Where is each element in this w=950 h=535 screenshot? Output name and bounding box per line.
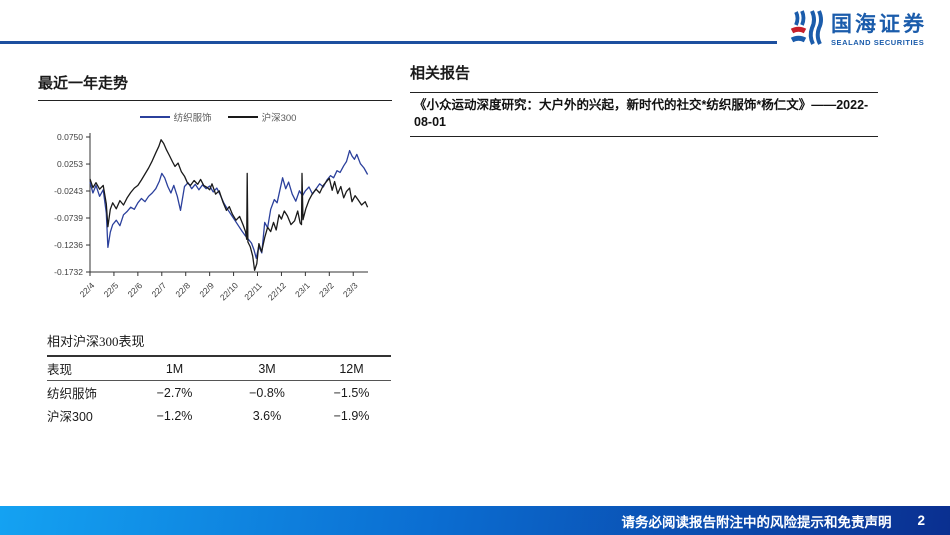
- x-axis-tick-label: 22/11: [242, 280, 264, 302]
- table-header-row: 表现 1M 3M 12M: [47, 357, 391, 381]
- x-axis-tick-label: 23/2: [317, 280, 336, 299]
- x-axis-tick-label: 22/7: [149, 280, 168, 299]
- legend-swatch-csi300: [227, 115, 258, 118]
- y-axis-tick-label: 0.0750: [57, 132, 83, 142]
- page-number: 2: [917, 513, 925, 528]
- table-title: 相对沪深300表现: [47, 331, 391, 357]
- chart-axes: [89, 133, 368, 273]
- x-axis-tick-label: 23/3: [341, 280, 360, 299]
- footer-disclaimer: 请务必阅读报告附注中的风险提示和免责声明: [621, 514, 892, 530]
- trend-chart: 纺织服饰 沪深300 0.0750 0.0253 -0.0243 -0.0739 -0.…: [30, 109, 392, 309]
- x-axis-tick-label: 22/4: [78, 280, 97, 299]
- sealand-logo-icon: [790, 10, 824, 51]
- chart-legend: 纺织服饰 沪深300: [30, 109, 392, 124]
- table-cell: −1.5%: [333, 385, 370, 400]
- trend-section-title: 最近一年走势: [38, 72, 392, 101]
- table-cell: −2.7%: [156, 385, 193, 400]
- relative-performance-table: 相对沪深300表现 表现 1M 3M 12M 纺织服饰 −2.7% −0.8% …: [47, 331, 391, 427]
- table-cell: 沪深300: [47, 410, 93, 424]
- table-header-cell: 表现: [47, 363, 73, 377]
- y-axis-tick-label: -0.1236: [54, 240, 83, 250]
- x-axis-tick-label: 22/10: [218, 280, 240, 302]
- related-reports-section: 相关报告 《小众运动深度研究：大户外的兴起，新时代的社交*纺织服饰*杨仁文》——…: [410, 62, 878, 137]
- table-cell: 纺织服饰: [47, 387, 98, 401]
- x-axis-tick-label: 22/9: [197, 280, 216, 299]
- series-line-纺织服饰: [89, 149, 369, 259]
- table-cell: −0.8%: [249, 385, 285, 400]
- table-row-textile: 纺织服饰 −2.7% −0.8% −1.5%: [47, 381, 391, 404]
- series-line-沪深300: [89, 139, 369, 271]
- y-axis-tick-label: -0.0243: [54, 186, 83, 196]
- related-reports-title: 相关报告: [410, 65, 471, 82]
- brand-name-en: SEALAND SECURITIES: [831, 38, 925, 48]
- table-cell: 3.6%: [252, 408, 282, 423]
- table-header-cell: 3M: [258, 361, 276, 376]
- report-list-item[interactable]: 《小众运动深度研究：大户外的兴起，新时代的社交*纺织服饰*杨仁文》——2022-…: [410, 92, 878, 137]
- x-axis-tick-label: 22/8: [173, 280, 192, 299]
- legend-item-csi300: 沪深300: [227, 110, 297, 124]
- brand-name-cn: 国海证券: [831, 12, 927, 36]
- table-header-cell: 12M: [339, 361, 364, 376]
- legend-item-textile: 纺织服饰: [139, 110, 212, 124]
- y-axis-tick-label: 0.0253: [57, 159, 83, 169]
- x-axis-tick-label: 22/6: [126, 280, 145, 299]
- y-axis-tick-label: -0.1732: [54, 267, 83, 277]
- trend-section: 最近一年走势: [38, 72, 392, 101]
- report-item-text: 《小众运动深度研究：大户外的兴起，新时代的社交*纺织服饰*杨仁文》——2022-…: [414, 98, 869, 129]
- legend-label-csi300: 沪深300: [261, 112, 297, 124]
- x-axis-tick-label: 22/5: [102, 280, 121, 299]
- table-row-csi300: 沪深300 −1.2% 3.6% −1.9%: [47, 404, 391, 427]
- brand-logo: 国海证券 SEALAND SECURITIES: [790, 10, 927, 51]
- table-cell: −1.9%: [333, 408, 370, 423]
- x-axis-tick-label: 22/12: [266, 280, 288, 302]
- legend-swatch-textile: [139, 115, 170, 118]
- header-divider: [0, 41, 777, 44]
- legend-label-textile: 纺织服饰: [173, 112, 212, 124]
- trend-chart-svg: 0.0750 0.0253 -0.0243 -0.0739 -0.1236 -0.1732…: [54, 132, 369, 302]
- table-header-cell: 1M: [165, 361, 184, 376]
- footer-bar: 请务必阅读报告附注中的风险提示和免责声明 2: [0, 506, 950, 535]
- y-axis-tick-label: -0.0739: [54, 213, 83, 223]
- table-cell: −1.2%: [156, 408, 193, 423]
- x-axis-tick-label: 23/1: [293, 280, 312, 299]
